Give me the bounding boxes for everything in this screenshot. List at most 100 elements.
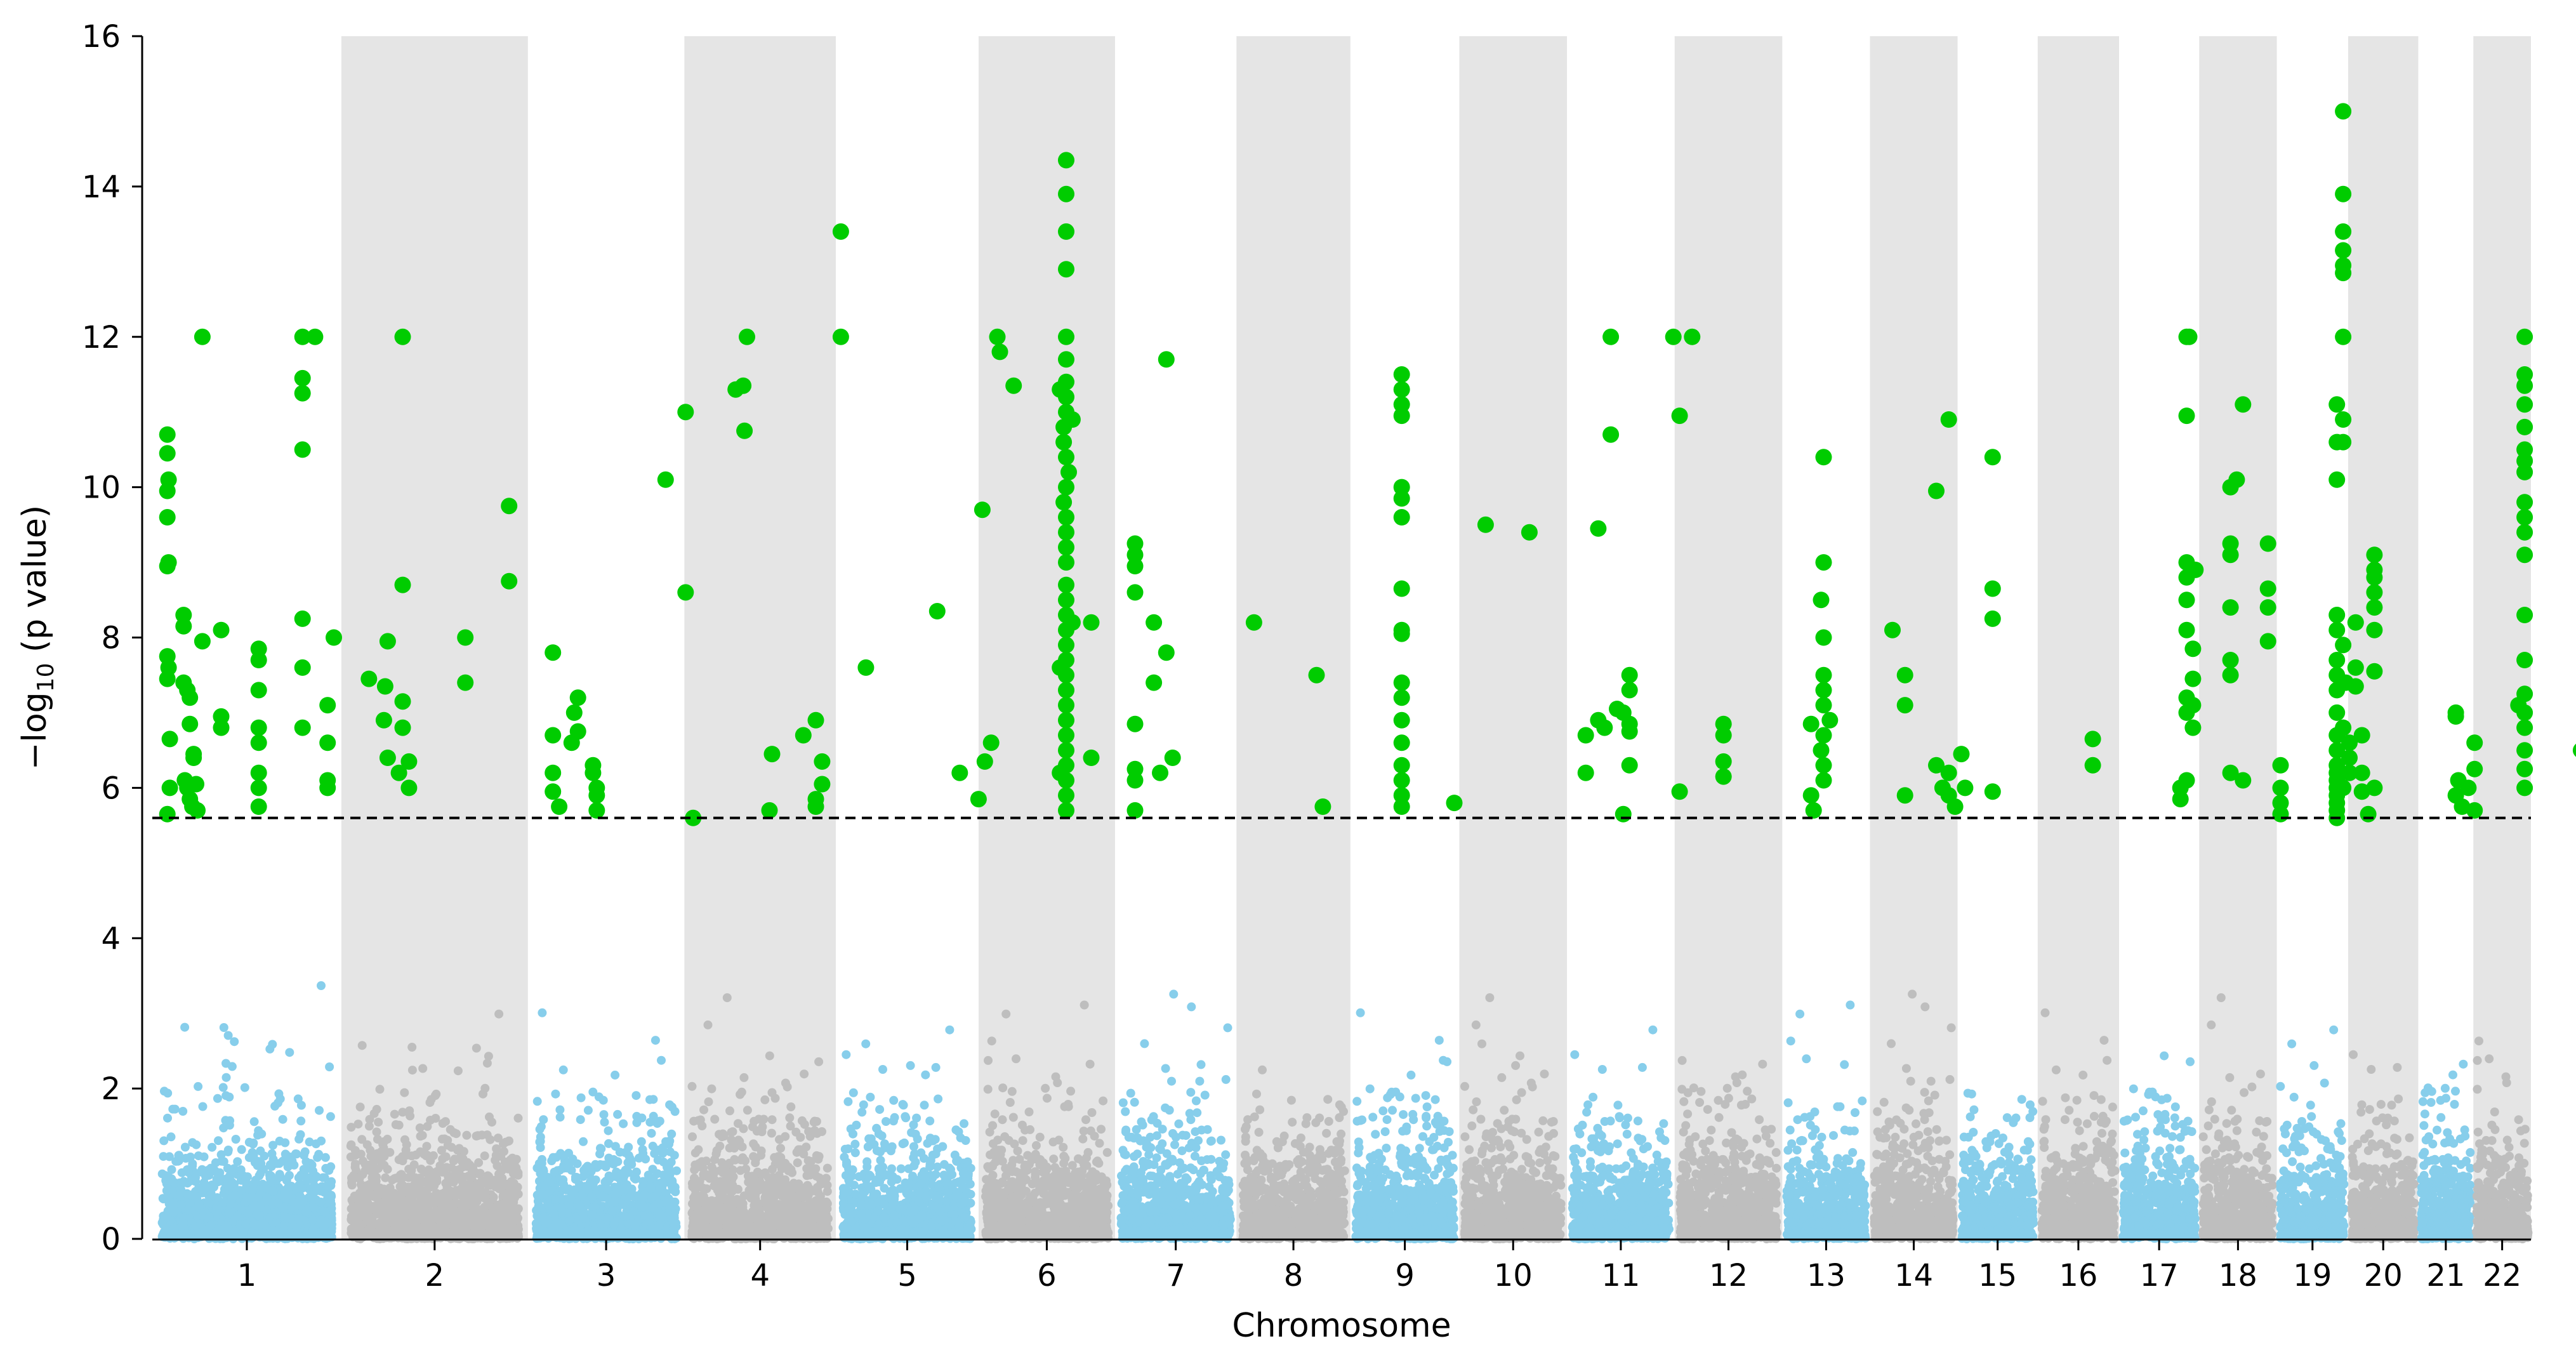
point	[535, 1233, 545, 1243]
point	[438, 1154, 447, 1164]
point	[637, 1137, 646, 1146]
point	[296, 1101, 306, 1110]
point	[204, 1212, 214, 1222]
point	[803, 1180, 812, 1190]
point	[245, 1193, 254, 1203]
point	[431, 1114, 440, 1123]
point	[695, 1205, 704, 1215]
point	[320, 1207, 330, 1217]
point	[462, 1130, 472, 1140]
point	[350, 1163, 360, 1172]
point	[187, 1190, 196, 1200]
point	[474, 1158, 484, 1167]
point	[814, 1057, 824, 1066]
point	[736, 1166, 745, 1175]
point	[432, 1189, 441, 1198]
point	[504, 1164, 513, 1174]
point	[350, 1191, 359, 1201]
point	[225, 1120, 234, 1130]
point	[791, 1127, 801, 1137]
point	[765, 1213, 775, 1223]
point	[533, 1223, 543, 1233]
point	[600, 1118, 609, 1127]
point	[538, 1154, 546, 1164]
point	[513, 1113, 523, 1123]
point	[232, 1212, 242, 1221]
point	[688, 1222, 697, 1231]
point	[800, 1069, 809, 1079]
point	[751, 1154, 761, 1163]
point	[792, 1207, 802, 1216]
point	[270, 1101, 280, 1111]
point	[375, 1085, 385, 1094]
point	[651, 1036, 660, 1045]
point	[775, 1135, 784, 1144]
point	[229, 1164, 239, 1174]
point	[447, 1206, 457, 1215]
point	[351, 1151, 360, 1160]
point	[317, 1136, 326, 1146]
point	[386, 1191, 396, 1200]
point	[281, 1152, 291, 1161]
point	[753, 1167, 762, 1177]
point	[504, 1137, 513, 1146]
point	[300, 1147, 310, 1156]
point	[774, 1152, 783, 1161]
point	[532, 1206, 541, 1215]
point	[314, 1149, 324, 1159]
point	[812, 1172, 821, 1181]
point	[730, 1154, 739, 1164]
point	[294, 1214, 303, 1224]
point	[760, 1095, 770, 1104]
point	[275, 1094, 285, 1104]
point	[653, 1155, 663, 1165]
point	[611, 1189, 620, 1199]
point	[301, 1207, 311, 1217]
point	[213, 1094, 222, 1103]
point	[163, 1113, 172, 1123]
point	[228, 1229, 237, 1238]
point	[768, 1165, 777, 1174]
point	[267, 1149, 277, 1158]
point	[194, 1081, 203, 1091]
point	[400, 1135, 409, 1144]
point	[308, 1166, 317, 1175]
point	[720, 1164, 729, 1174]
band-chr-8	[1236, 36, 1351, 1239]
point	[423, 1208, 433, 1217]
point	[407, 1066, 417, 1075]
point	[751, 1177, 761, 1186]
point	[551, 1194, 560, 1204]
point	[308, 1215, 318, 1224]
point	[480, 1151, 489, 1161]
band-chr-2	[341, 36, 528, 1239]
point	[272, 1159, 282, 1168]
point	[735, 1217, 744, 1227]
point	[182, 1229, 191, 1238]
point	[326, 1191, 336, 1200]
point	[357, 1226, 366, 1235]
point	[549, 1209, 558, 1219]
point	[493, 1134, 503, 1143]
point	[453, 1190, 463, 1200]
point	[585, 1177, 595, 1187]
point	[812, 1128, 822, 1138]
point	[355, 1102, 365, 1112]
point	[607, 1198, 616, 1208]
point	[422, 1234, 432, 1243]
point	[722, 993, 732, 1002]
point	[421, 1151, 431, 1161]
point	[320, 1173, 329, 1182]
point	[319, 1225, 329, 1234]
point	[198, 1102, 208, 1111]
point	[206, 1189, 216, 1198]
point	[552, 1153, 561, 1162]
point	[572, 1173, 581, 1182]
point	[629, 1207, 638, 1216]
point	[301, 1165, 310, 1174]
point	[539, 1115, 548, 1125]
point	[449, 1177, 458, 1187]
point	[326, 1112, 335, 1121]
point	[367, 1179, 377, 1188]
point	[216, 1150, 226, 1160]
